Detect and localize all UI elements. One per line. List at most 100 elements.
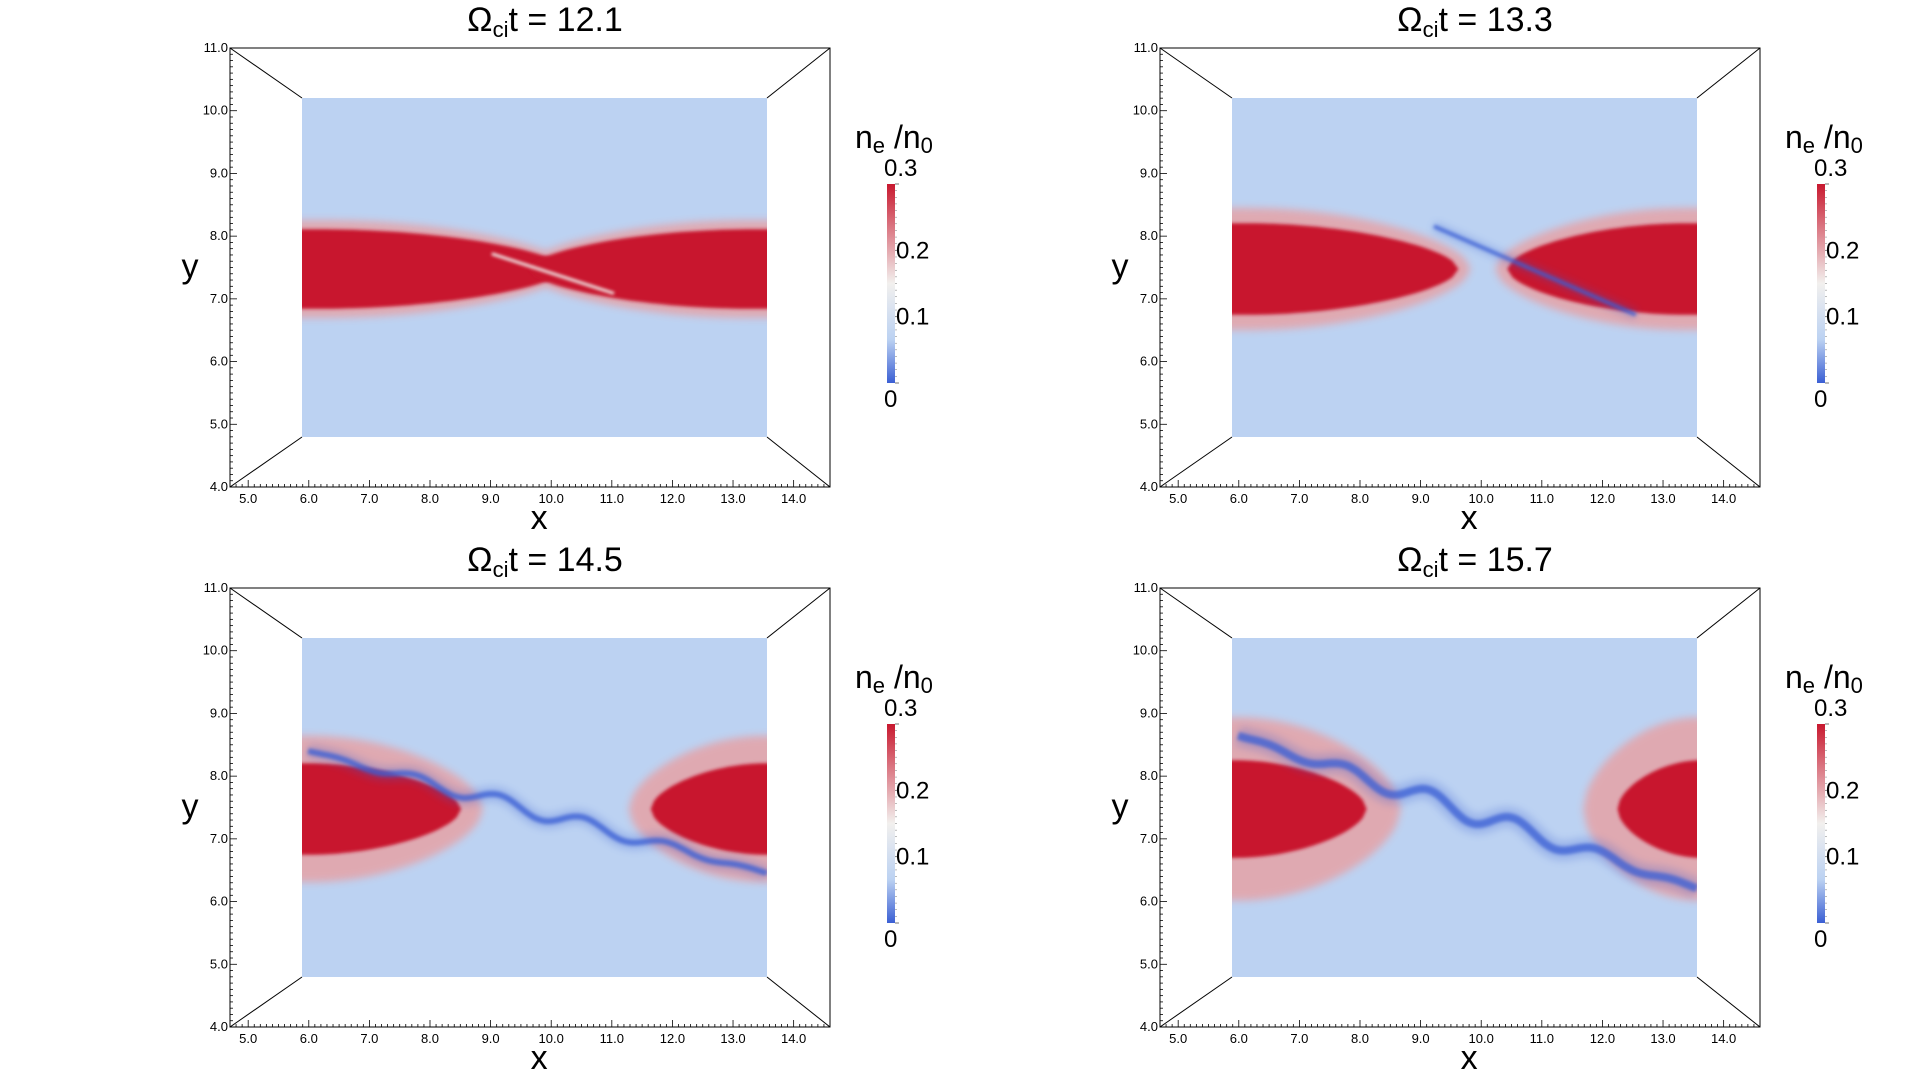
colorbar-tick-label: 0 (884, 926, 897, 953)
colorbar (887, 724, 895, 923)
x-tick-label: 8.0 (421, 491, 439, 506)
y-tick-label: 8.0 (210, 228, 228, 243)
panel-title: Ωcit = 12.1 (467, 1, 623, 42)
y-tick-label: 6.0 (1140, 894, 1158, 909)
x-tick-label: 7.0 (1290, 1031, 1308, 1046)
x-tick-label: 13.0 (1650, 491, 1675, 506)
colorbar-tick-label: 0.3 (1814, 155, 1847, 182)
colorbar-title: ne /n0 (1785, 119, 1863, 158)
y-tick-label: 5.0 (1140, 956, 1158, 971)
colorbar-tick-label: 0 (1814, 926, 1827, 953)
tick-marks (230, 47, 831, 488)
y-tick-label: 10.0 (1133, 103, 1158, 118)
colorbar-tick-label: 0.2 (896, 777, 929, 804)
x-axis-label: x (1461, 499, 1478, 537)
x-tick-label: 12.0 (660, 491, 685, 506)
panel-4: Ωcit = 15.7 4.0 5.0 6.0 7.0 8.0 9.0 10.0 11.0 5.0… (930, 540, 1863, 1080)
y-tick-label: 5.0 (1140, 416, 1158, 431)
x-tick-label: 14.0 (781, 491, 806, 506)
y-tick-label: 7.0 (210, 291, 228, 306)
x-tick-label: 9.0 (482, 1031, 500, 1046)
density-field (1232, 98, 1697, 437)
x-axis-label: x (531, 1039, 548, 1077)
x-tick-label: 14.0 (1711, 1031, 1736, 1046)
x-tick-label: 8.0 (1351, 491, 1369, 506)
x-tick-label: 12.0 (1590, 1031, 1615, 1046)
x-tick-label: 10.0 (539, 491, 564, 506)
right-lobe (1507, 223, 1697, 315)
panel-svg: Ωcit = 15.7 4.0 5.0 6.0 7.0 8.0 9.0 10.0 11.0 5.0… (1112, 541, 1863, 1077)
right-lobe (528, 229, 767, 309)
y-tick-label: 9.0 (1140, 165, 1158, 180)
right-lobe (650, 763, 767, 855)
x-tick-label: 6.0 (1230, 491, 1248, 506)
density-field (1232, 638, 1697, 977)
x-tick-label: 13.0 (720, 491, 745, 506)
y-tick-label: 8.0 (210, 768, 228, 783)
panel-2: Ωcit = 13.3 4.0 5.0 6.0 7.0 8.0 9.0 10.0 11.0 5.0… (930, 0, 1863, 540)
x-tick-label: 5.0 (1169, 1031, 1187, 1046)
density-field (302, 98, 767, 437)
y-tick-label: 7.0 (1140, 831, 1158, 846)
colorbar-tick-label: 0 (884, 386, 897, 413)
colorbar-tick-label: 0.3 (884, 695, 917, 722)
x-tick-label: 10.0 (539, 1031, 564, 1046)
x-tick-label: 6.0 (1230, 1031, 1248, 1046)
y-tick-label: 11.0 (204, 40, 228, 55)
panel-title: Ωcit = 15.7 (1397, 541, 1553, 582)
x-tick-label: 7.0 (360, 491, 378, 506)
panel-svg: Ωcit = 12.1 4.0 5.0 6.0 7.0 8.0 9.0 10.0 11.0 5.0… (182, 1, 933, 537)
colorbar-title: ne /n0 (855, 659, 933, 698)
x-tick-label: 13.0 (720, 1031, 745, 1046)
y-tick-label: 10.0 (1133, 643, 1158, 658)
y-axis-label: y (182, 248, 199, 286)
x-tick-label: 9.0 (1412, 1031, 1430, 1046)
x-tick-label: 14.0 (781, 1031, 806, 1046)
y-tick-label: 4.0 (210, 479, 228, 494)
panel-svg: Ωcit = 14.5 4.0 5.0 6.0 7.0 8.0 9.0 10.0 11.0 5.0… (182, 541, 933, 1077)
colorbar (1817, 724, 1825, 923)
panel-1: Ωcit = 12.1 4.0 5.0 6.0 7.0 8.0 9.0 10.0 11.0 5.0… (0, 0, 933, 540)
colorbar-tick-label: 0.3 (1814, 695, 1847, 722)
left-lobe (302, 229, 566, 309)
colorbar (1817, 184, 1825, 383)
y-tick-label: 10.0 (203, 103, 228, 118)
x-tick-label: 5.0 (239, 1031, 257, 1046)
tick-marks (1160, 587, 1761, 1028)
colorbar-tick-label: 0.2 (1826, 777, 1859, 804)
y-tick-label: 9.0 (210, 705, 228, 720)
left-lobe (1232, 760, 1367, 858)
x-tick-label: 13.0 (1650, 1031, 1675, 1046)
y-tick-label: 4.0 (1140, 479, 1158, 494)
y-tick-label: 7.0 (1140, 291, 1158, 306)
y-tick-label: 8.0 (1140, 228, 1158, 243)
y-tick-label: 6.0 (210, 894, 228, 909)
x-tick-label: 5.0 (239, 491, 257, 506)
x-tick-label: 8.0 (421, 1031, 439, 1046)
x-tick-label: 5.0 (1169, 491, 1187, 506)
y-tick-label: 6.0 (210, 354, 228, 369)
y-tick-label: 4.0 (210, 1019, 228, 1034)
x-tick-label: 11.0 (1530, 491, 1554, 506)
colorbar-tick-label: 0.1 (1826, 304, 1859, 331)
y-tick-label: 9.0 (1140, 705, 1158, 720)
panel-title: Ωcit = 13.3 (1397, 1, 1553, 42)
colorbar-tick-label: 0.1 (1826, 844, 1859, 871)
x-tick-label: 11.0 (600, 491, 624, 506)
y-tick-label: 11.0 (1134, 580, 1158, 595)
density-field (302, 638, 767, 977)
tick-marks (1160, 47, 1761, 488)
colorbar-tick-label: 0.3 (884, 155, 917, 182)
y-tick-label: 6.0 (1140, 354, 1158, 369)
x-tick-label: 11.0 (1530, 1031, 1554, 1046)
colorbar-tick-label: 0.1 (896, 844, 929, 871)
x-axis-label: x (1461, 1039, 1478, 1077)
colorbar-title: ne /n0 (1785, 659, 1863, 698)
y-tick-label: 11.0 (1134, 40, 1158, 55)
x-tick-label: 9.0 (482, 491, 500, 506)
x-tick-label: 10.0 (1469, 1031, 1494, 1046)
colorbar-tick-label: 0.2 (896, 237, 929, 264)
x-tick-label: 6.0 (300, 491, 318, 506)
x-tick-label: 9.0 (1412, 491, 1430, 506)
colorbar-tick-label: 0.1 (896, 304, 929, 331)
